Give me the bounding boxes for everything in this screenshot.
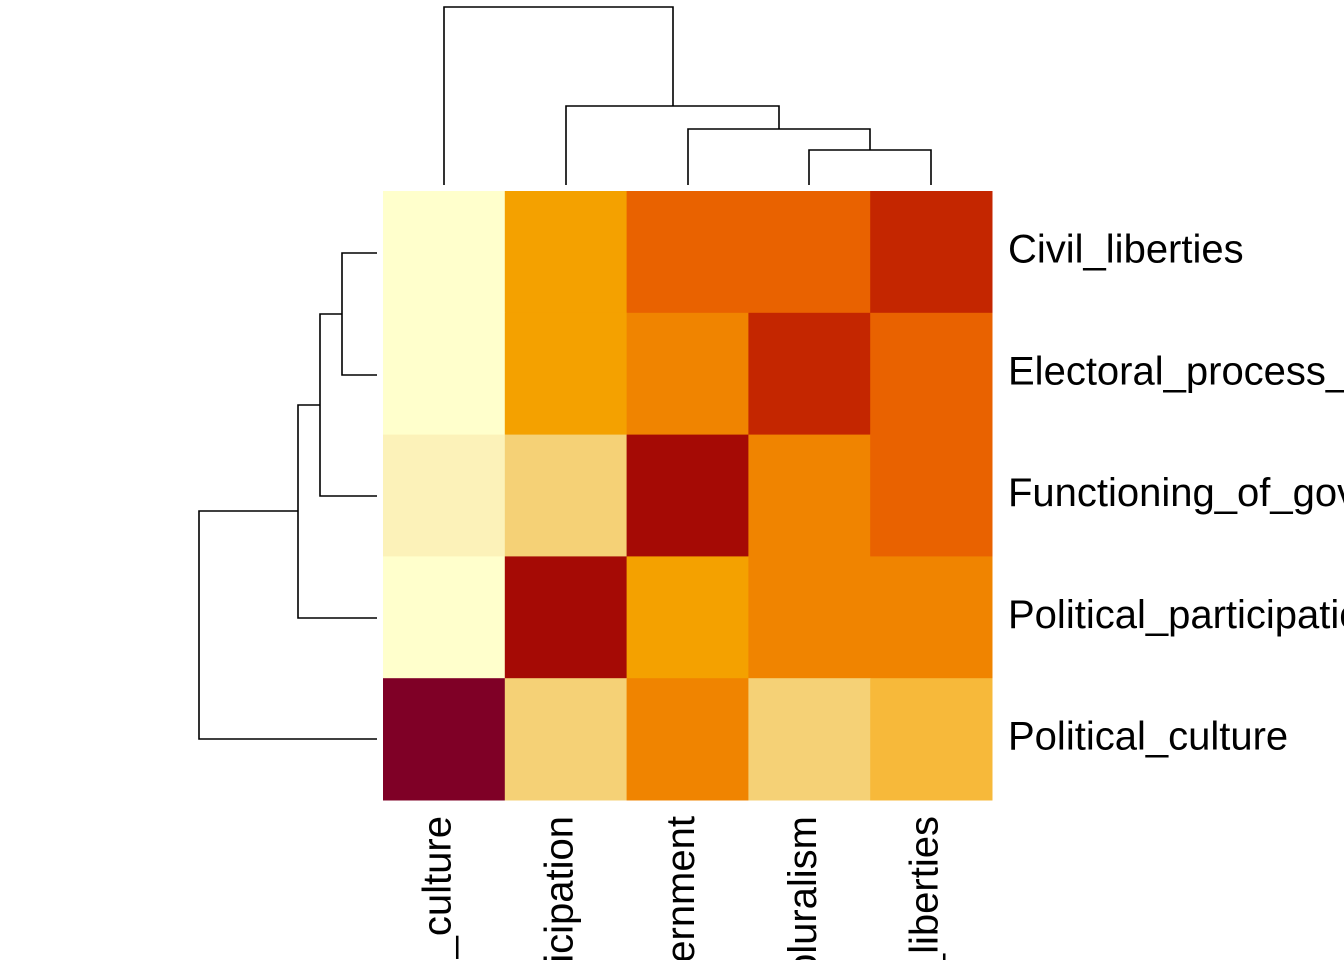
heatmap-cell	[870, 678, 993, 801]
heatmap-cell	[870, 312, 993, 436]
heatmap-cell	[626, 312, 749, 436]
heatmap-cell	[504, 556, 628, 679]
heatmap-cell	[504, 312, 628, 436]
dendrogram-branch	[319, 313, 377, 497]
heatmap-cell	[383, 556, 506, 679]
heatmap-cell	[504, 434, 628, 557]
heatmap-cell	[383, 678, 506, 801]
heatmap-cell	[626, 556, 749, 679]
heatmap-cell	[383, 312, 506, 436]
column-label: Political_culture	[415, 816, 459, 960]
column-label: Political_participation	[537, 816, 581, 960]
column-label: Civil_liberties	[903, 816, 947, 960]
heatmap-cell	[626, 191, 749, 314]
dendrogram-branch	[198, 510, 377, 740]
heatmap-cell	[626, 434, 749, 557]
row-dendrogram	[198, 252, 377, 740]
dendrogram-branch	[565, 105, 780, 185]
heatmap-cell	[626, 678, 749, 801]
heatmap-cell	[748, 678, 871, 801]
column-label: Functioning_of_government	[659, 816, 703, 960]
heatmap-cell	[504, 191, 628, 314]
heatmap-cell	[748, 312, 871, 436]
heatmap-cell	[383, 434, 506, 557]
dendrogram-branch	[687, 128, 871, 185]
dendrogram-branch	[297, 404, 377, 619]
row-label: Civil_liberties	[1008, 227, 1244, 271]
dendrogram-branch	[341, 252, 377, 376]
heatmap-cell	[870, 434, 993, 557]
heatmap-cell	[748, 191, 871, 314]
row-label: Electoral_process_and_pluralism	[1008, 349, 1344, 393]
heatmap-cell	[504, 678, 628, 801]
heatmap-cell	[748, 556, 871, 679]
heatmap-cell	[870, 556, 993, 679]
heatmap-cell	[870, 191, 993, 314]
column-label: Electoral_process_and_pluralism	[781, 816, 825, 960]
dendrogram-branch	[808, 149, 932, 185]
row-label: Political_participation	[1008, 593, 1344, 637]
heatmap-cell	[383, 191, 506, 314]
heatmap-cell	[748, 434, 871, 557]
row-label: Political_culture	[1008, 715, 1288, 759]
row-label: Functioning_of_government	[1008, 471, 1344, 515]
column-dendrogram	[443, 6, 932, 185]
dendrogram-branch	[443, 6, 674, 185]
